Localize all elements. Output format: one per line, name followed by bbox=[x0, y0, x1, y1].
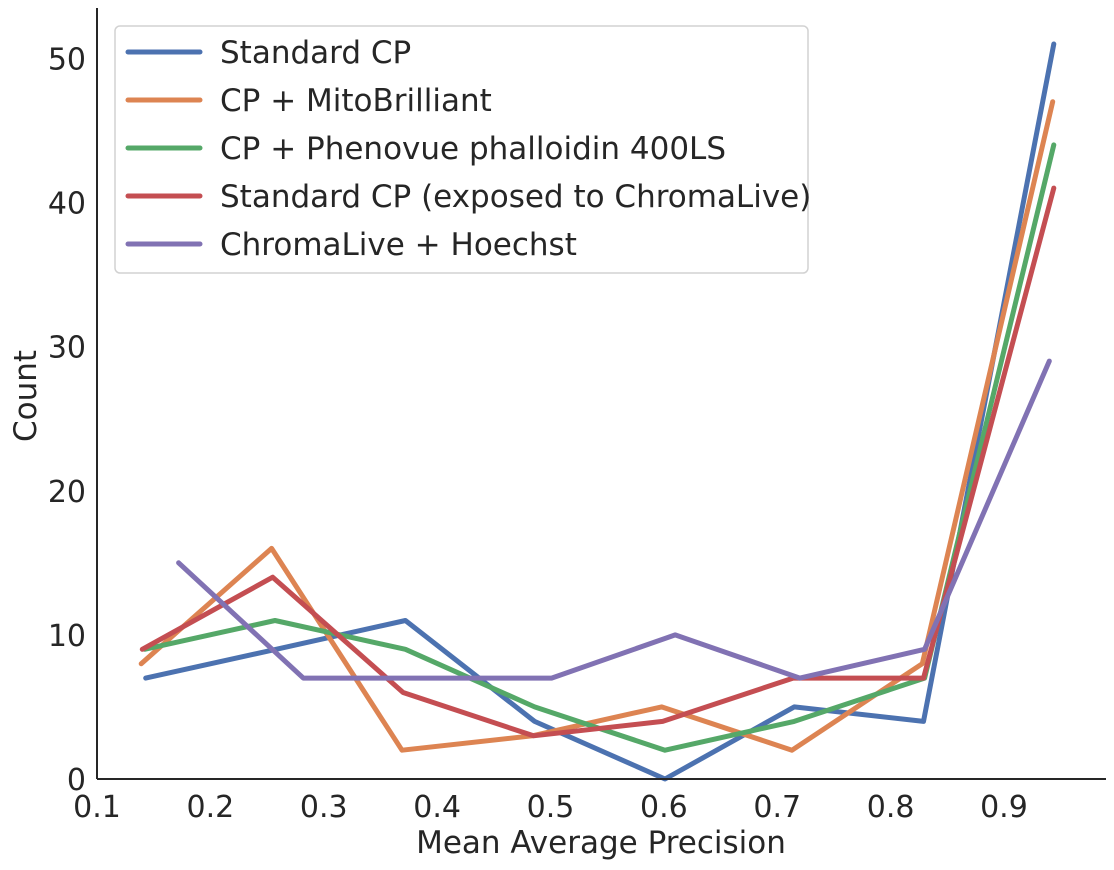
plot-lines bbox=[138, 41, 1057, 782]
x-tick-label: 0.9 bbox=[980, 790, 1028, 825]
legend-label: CP + Phenovue phalloidin 400LS bbox=[220, 131, 726, 167]
y-tick-label: 20 bbox=[48, 475, 86, 510]
legend-label: Standard CP bbox=[220, 35, 411, 71]
series-line-5 bbox=[176, 358, 1052, 681]
y-tick-label: 30 bbox=[48, 331, 86, 366]
x-tick-label: 0.5 bbox=[527, 790, 575, 825]
legend-label: Standard CP (exposed to ChromaLive) bbox=[220, 179, 811, 215]
x-axis-label: Mean Average Precision bbox=[416, 825, 786, 861]
series-line-4 bbox=[139, 185, 1057, 739]
x-tick-label: 0.1 bbox=[73, 790, 121, 825]
series-line-1 bbox=[143, 41, 1057, 782]
x-tick-label: 0.4 bbox=[413, 790, 461, 825]
x-tick-label: 0.2 bbox=[187, 790, 235, 825]
x-tick-label: 0.8 bbox=[867, 790, 915, 825]
y-axis-label: Count bbox=[8, 350, 44, 442]
legend-label: CP + MitoBrilliant bbox=[220, 83, 492, 119]
legend-label: ChromaLive + Hoechst bbox=[220, 227, 577, 263]
x-tick-label: 0.6 bbox=[640, 790, 688, 825]
x-tick-label: 0.3 bbox=[300, 790, 348, 825]
y-tick-labels: 0 10 20 30 40 50 bbox=[48, 42, 86, 798]
legend-frame bbox=[114, 25, 809, 274]
x-tick-labels: 0.1 0.2 0.3 0.4 0.5 0.6 0.7 0.8 0.9 bbox=[73, 790, 1028, 825]
y-tick-label: 10 bbox=[48, 619, 86, 654]
y-tick-label: 40 bbox=[48, 187, 86, 222]
x-tick-label: 0.7 bbox=[753, 790, 801, 825]
legend: Standard CP CP + MitoBrilliant CP + Phenov… bbox=[114, 25, 811, 274]
y-tick-label: 0 bbox=[67, 763, 86, 798]
y-tick-label: 50 bbox=[48, 42, 86, 77]
